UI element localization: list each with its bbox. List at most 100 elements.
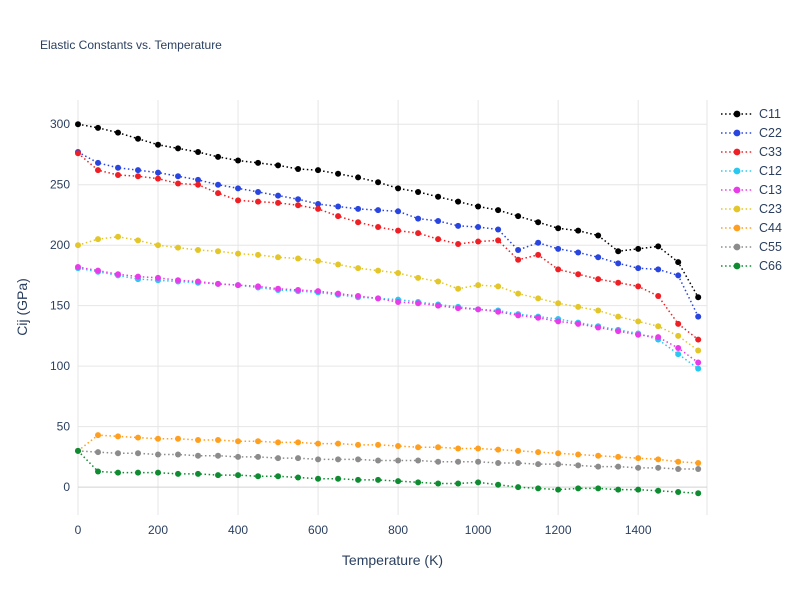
data-point-C13 [195,278,202,285]
data-point-C23 [495,283,502,290]
data-point-C11 [135,135,142,142]
data-point-C13 [155,274,162,281]
data-point-C23 [535,295,542,302]
data-point-C66 [315,475,322,482]
legend-item-C33[interactable]: C33 [720,142,782,161]
data-point-C23 [335,261,342,268]
data-point-C44 [395,443,402,450]
data-point-C22 [275,192,282,199]
data-point-C55 [375,457,382,464]
data-point-C44 [575,451,582,458]
series-line-C44 [77,434,699,464]
data-point-C33 [295,202,302,209]
data-point-C13 [455,305,462,312]
data-point-C44 [495,446,502,453]
data-point-C22 [395,208,402,215]
data-point-C22 [495,226,502,233]
data-point-C22 [695,313,702,320]
data-point-C66 [615,486,622,493]
legend-item-C12[interactable]: C12 [720,161,782,180]
series-line-C11 [77,123,699,298]
legend-item-C23[interactable]: C23 [720,199,782,218]
series-line-C22 [77,151,699,317]
data-point-C33 [375,224,382,231]
data-point-C22 [255,188,262,195]
data-point-C23 [295,255,302,262]
data-point-C11 [175,145,182,152]
legend-label: C11 [759,106,782,121]
legend-item-C13[interactable]: C13 [720,180,782,199]
data-point-C55 [675,466,682,473]
data-point-C66 [695,490,702,497]
data-point-C66 [75,447,81,454]
y-axis-label: Cij (GPa) [14,278,30,336]
legend-item-C11[interactable]: C11 [720,104,782,123]
data-point-C13 [175,277,182,284]
data-point-C66 [115,469,122,476]
y-tick-label: 100 [50,359,70,373]
data-point-C13 [695,359,702,366]
data-point-C33 [495,237,502,244]
data-point-C22 [615,260,622,267]
data-point-C13 [275,285,282,292]
data-point-C12 [675,351,682,358]
x-tick-label: 1400 [625,523,652,537]
data-point-C33 [335,213,342,220]
data-point-C44 [335,440,342,447]
data-point-C11 [335,170,342,177]
legend-item-C22[interactable]: C22 [720,123,782,142]
data-point-C33 [235,197,242,204]
data-point-C23 [235,250,242,257]
data-point-C44 [255,438,262,445]
data-point-C66 [195,470,202,477]
data-point-C22 [135,167,142,174]
data-point-C13 [635,331,642,338]
data-point-C11 [615,248,622,255]
data-point-C55 [135,450,142,457]
data-point-C13 [555,318,562,325]
data-point-C44 [695,459,702,466]
data-point-C13 [375,295,382,302]
data-point-C11 [575,227,582,234]
data-point-C23 [415,274,422,281]
data-point-C66 [275,473,282,480]
legend-item-C66[interactable]: C66 [720,256,782,275]
data-point-C33 [115,172,122,179]
data-point-C55 [95,449,102,456]
data-point-C44 [375,441,382,448]
data-point-C22 [235,185,242,192]
data-point-C66 [415,479,422,486]
data-point-C55 [655,464,662,471]
data-point-C66 [355,476,362,483]
legend-marker-C12 [721,167,753,174]
data-point-C22 [355,205,362,212]
data-point-C33 [395,227,402,234]
data-point-C33 [75,150,81,157]
data-point-C22 [375,207,382,214]
data-point-C22 [335,203,342,210]
data-point-C13 [435,302,442,309]
data-point-C22 [535,239,542,246]
data-point-C22 [435,217,442,224]
x-tick-label: 800 [388,523,408,537]
data-point-C11 [275,162,282,169]
data-point-C13 [475,306,482,313]
data-point-C11 [495,207,502,214]
data-point-C11 [355,174,362,181]
legend-item-C55[interactable]: C55 [720,237,782,256]
data-point-C33 [195,181,202,188]
data-point-C66 [675,489,682,496]
data-point-C44 [95,432,102,439]
data-point-C66 [495,481,502,488]
data-point-C23 [615,313,622,320]
data-point-C13 [575,320,582,327]
legend-marker-C13 [721,186,753,193]
data-point-C22 [635,265,642,272]
data-point-C66 [435,480,442,487]
series-line-C66 [77,450,699,494]
data-point-C23 [255,251,262,258]
data-point-C66 [255,473,262,480]
legend-item-C44[interactable]: C44 [720,218,782,237]
data-point-C23 [115,233,122,240]
data-point-C55 [535,461,542,468]
